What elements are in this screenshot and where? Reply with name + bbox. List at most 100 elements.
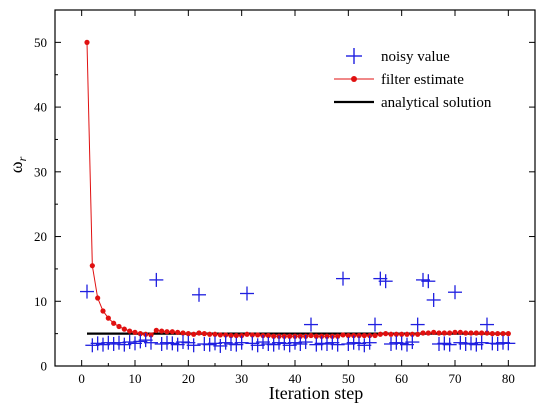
noisy-value-point xyxy=(229,337,244,352)
filter-estimate-point xyxy=(436,330,442,336)
filter-estimate-point xyxy=(132,329,138,335)
noisy-value-point xyxy=(410,317,425,332)
filter-estimate-point xyxy=(372,332,378,339)
noisy-value-point xyxy=(250,338,265,353)
y-tick-label: 0 xyxy=(41,359,48,374)
x-tick-label: 10 xyxy=(129,371,142,386)
filter-estimate-point xyxy=(148,332,154,338)
noisy-value-point xyxy=(442,337,457,352)
x-tick-label: 80 xyxy=(502,371,515,386)
filter-estimate-point xyxy=(340,332,346,338)
noisy-value-point xyxy=(165,336,180,351)
filter-estimate-point xyxy=(105,315,111,321)
noisy-value-point xyxy=(394,336,409,351)
filter-estimate-point xyxy=(223,332,229,338)
filter-estimate-point xyxy=(297,333,303,339)
y-axis-title-subscript: r xyxy=(15,156,29,161)
noisy-value-point xyxy=(469,337,484,352)
noisy-value-point xyxy=(448,285,462,300)
y-tick-label: 20 xyxy=(34,229,47,244)
noisy-value-point xyxy=(144,335,158,350)
filter-estimate-point xyxy=(361,332,367,339)
filter-estimate-point xyxy=(127,328,133,334)
filter-estimate-point xyxy=(196,330,202,336)
filter-estimate-point xyxy=(159,328,165,334)
axes: 0 10 20 30 40 50 60 70 80 0 10 20 30 40 50 xyxy=(34,9,536,386)
legend-item-analytical-solution: analytical solution xyxy=(334,95,492,111)
noisy-value-point xyxy=(80,284,94,299)
noisy-value-point xyxy=(282,338,297,353)
filter-estimate-point xyxy=(335,333,341,339)
filter-estimate-point xyxy=(489,331,495,337)
filter-estimate-point xyxy=(111,320,117,326)
noisy-value-point xyxy=(202,337,217,352)
filter-estimate-point xyxy=(287,333,293,339)
y-tick-label: 50 xyxy=(34,35,47,50)
noisy-value-point xyxy=(368,317,382,332)
noisy-value-point xyxy=(293,336,308,351)
filter-estimate-point xyxy=(249,332,255,338)
filter-estimate-point xyxy=(201,331,207,337)
filter-estimate-point xyxy=(255,332,261,338)
noisy-value-point xyxy=(240,286,254,301)
noisy-value-point xyxy=(133,334,148,349)
filter-estimate-point xyxy=(441,330,447,336)
filter-estimate-point xyxy=(84,39,90,45)
legend-label-filter-estimate: filter estimate xyxy=(381,72,464,88)
filter-estimate-point xyxy=(345,332,351,339)
noisy-value-point xyxy=(128,336,142,351)
noisy-value-point xyxy=(186,338,201,353)
filter-estimate-point xyxy=(415,331,421,337)
filter-estimate-point xyxy=(271,333,277,339)
noisy-value-point xyxy=(325,335,340,350)
filter-estimate-point xyxy=(468,330,474,336)
filter-estimate-point xyxy=(324,333,330,339)
filter-estimate-point xyxy=(217,332,223,338)
filter-estimate-point xyxy=(121,326,127,332)
x-tick-label: 70 xyxy=(449,371,462,386)
filter-estimate-point xyxy=(495,331,501,337)
filter-estimate-point xyxy=(244,331,250,337)
y-tick-label: 30 xyxy=(34,164,47,179)
noisy-value-point xyxy=(400,337,414,352)
filter-estimate-point xyxy=(351,332,357,339)
filter-estimate-point xyxy=(265,332,271,339)
x-tick-label: 20 xyxy=(182,371,195,386)
legend-label-analytical-solution: analytical solution xyxy=(381,95,492,111)
filter-estimate-point xyxy=(185,331,191,337)
y-axis-title: ωr xyxy=(6,156,29,173)
noisy-value-point xyxy=(149,272,164,287)
filter-estimate-point xyxy=(137,331,143,337)
filter-estimate-point xyxy=(313,333,319,339)
filter-estimate-point xyxy=(239,332,245,339)
noisy-value-point xyxy=(378,274,393,289)
x-tick-label: 0 xyxy=(78,371,85,386)
noisy-value-point xyxy=(336,271,350,286)
filter-estimate-point xyxy=(500,331,506,337)
noisy-value-point xyxy=(138,333,153,348)
x-tick-label: 50 xyxy=(342,371,355,386)
filter-estimate-point xyxy=(95,295,101,301)
noisy-value-point xyxy=(426,292,441,307)
legend-label-noisy-value: noisy value xyxy=(381,49,450,65)
filter-estimate-point xyxy=(505,331,511,337)
filter-estimate-point xyxy=(388,331,394,337)
filter-estimate-point xyxy=(367,332,373,339)
legend-item-filter-estimate: filter estimate xyxy=(334,72,464,88)
noisy-value-point xyxy=(437,336,452,351)
filter-estimate-point xyxy=(180,330,186,336)
filter-estimate-point xyxy=(420,330,426,336)
filter-estimate-point xyxy=(164,329,170,335)
noisy-value-point xyxy=(256,335,270,350)
filter-estimate-point xyxy=(383,331,389,337)
legend: noisy value filter estimate analytical s… xyxy=(334,48,492,111)
x-tick-label: 40 xyxy=(289,371,302,386)
filter-estimate-point xyxy=(484,330,490,336)
filter-estimate-point xyxy=(463,330,469,336)
noisy-value-point xyxy=(192,287,206,302)
filter-estimate-point xyxy=(409,331,415,337)
y-tick-label: 10 xyxy=(34,294,47,309)
legend-item-noisy-value: noisy value xyxy=(346,48,450,65)
y-axis-title-symbol: ω xyxy=(6,161,26,173)
